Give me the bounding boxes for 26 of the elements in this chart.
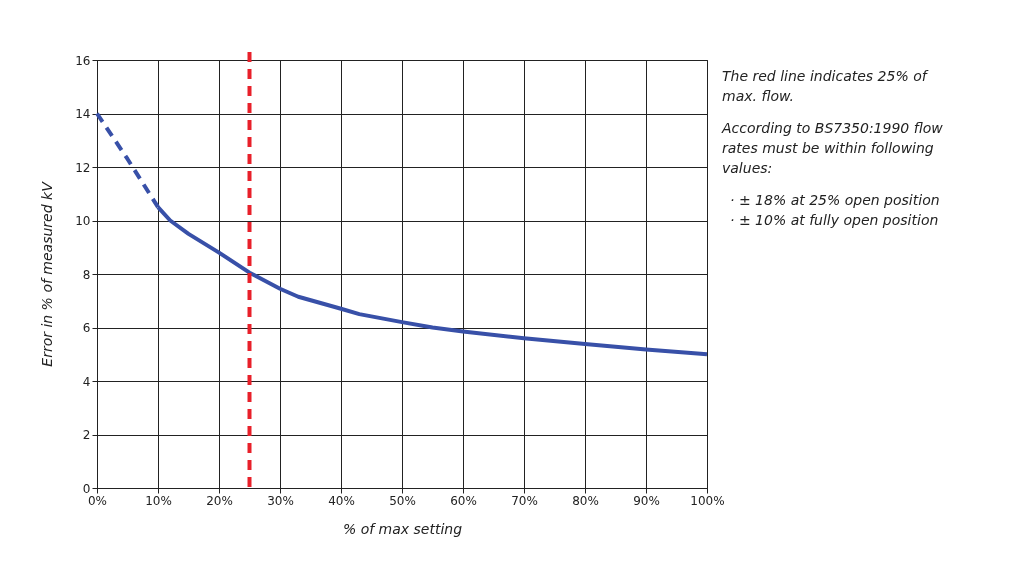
x-tick-label: 60% bbox=[450, 493, 477, 508]
text: · ± 18% at 25% open position bbox=[730, 192, 940, 208]
x-tick-label: 0% bbox=[87, 493, 108, 508]
y-tick-label: 0 bbox=[82, 481, 91, 496]
x-tick-label: 80% bbox=[572, 493, 599, 508]
x-tick-label: 90% bbox=[633, 493, 660, 508]
y-tick-label: 12 bbox=[75, 160, 91, 175]
y-tick-label: 14 bbox=[75, 107, 91, 121]
text: According to BS7350:1990 flow rates must be within following values: bbox=[721, 120, 944, 176]
text: The red line indicates 25% of max. flow. bbox=[722, 68, 929, 104]
y-axis-title: Error in % of measured kV bbox=[39, 180, 56, 367]
y-tick-label: 2 bbox=[82, 428, 91, 442]
y-tick-label: 4 bbox=[82, 374, 91, 389]
y-tick-label: 6 bbox=[82, 321, 91, 335]
x-tick-label: 10% bbox=[145, 493, 172, 508]
x-tick-label: 50% bbox=[389, 493, 416, 508]
y-tick-label: 8 bbox=[82, 267, 91, 282]
y-tick-label: 16 bbox=[75, 53, 91, 68]
x-tick-label: 20% bbox=[206, 493, 233, 508]
x-tick-label: 40% bbox=[328, 493, 355, 508]
y-tick-label: 10 bbox=[75, 214, 91, 228]
text: · ± 10% at fully open position bbox=[730, 212, 939, 228]
x-tick-label: 70% bbox=[511, 493, 538, 508]
x-tick-label: 30% bbox=[267, 493, 294, 508]
x-tick-label: 100% bbox=[690, 493, 725, 508]
x-axis-title: % of max setting bbox=[342, 520, 463, 537]
